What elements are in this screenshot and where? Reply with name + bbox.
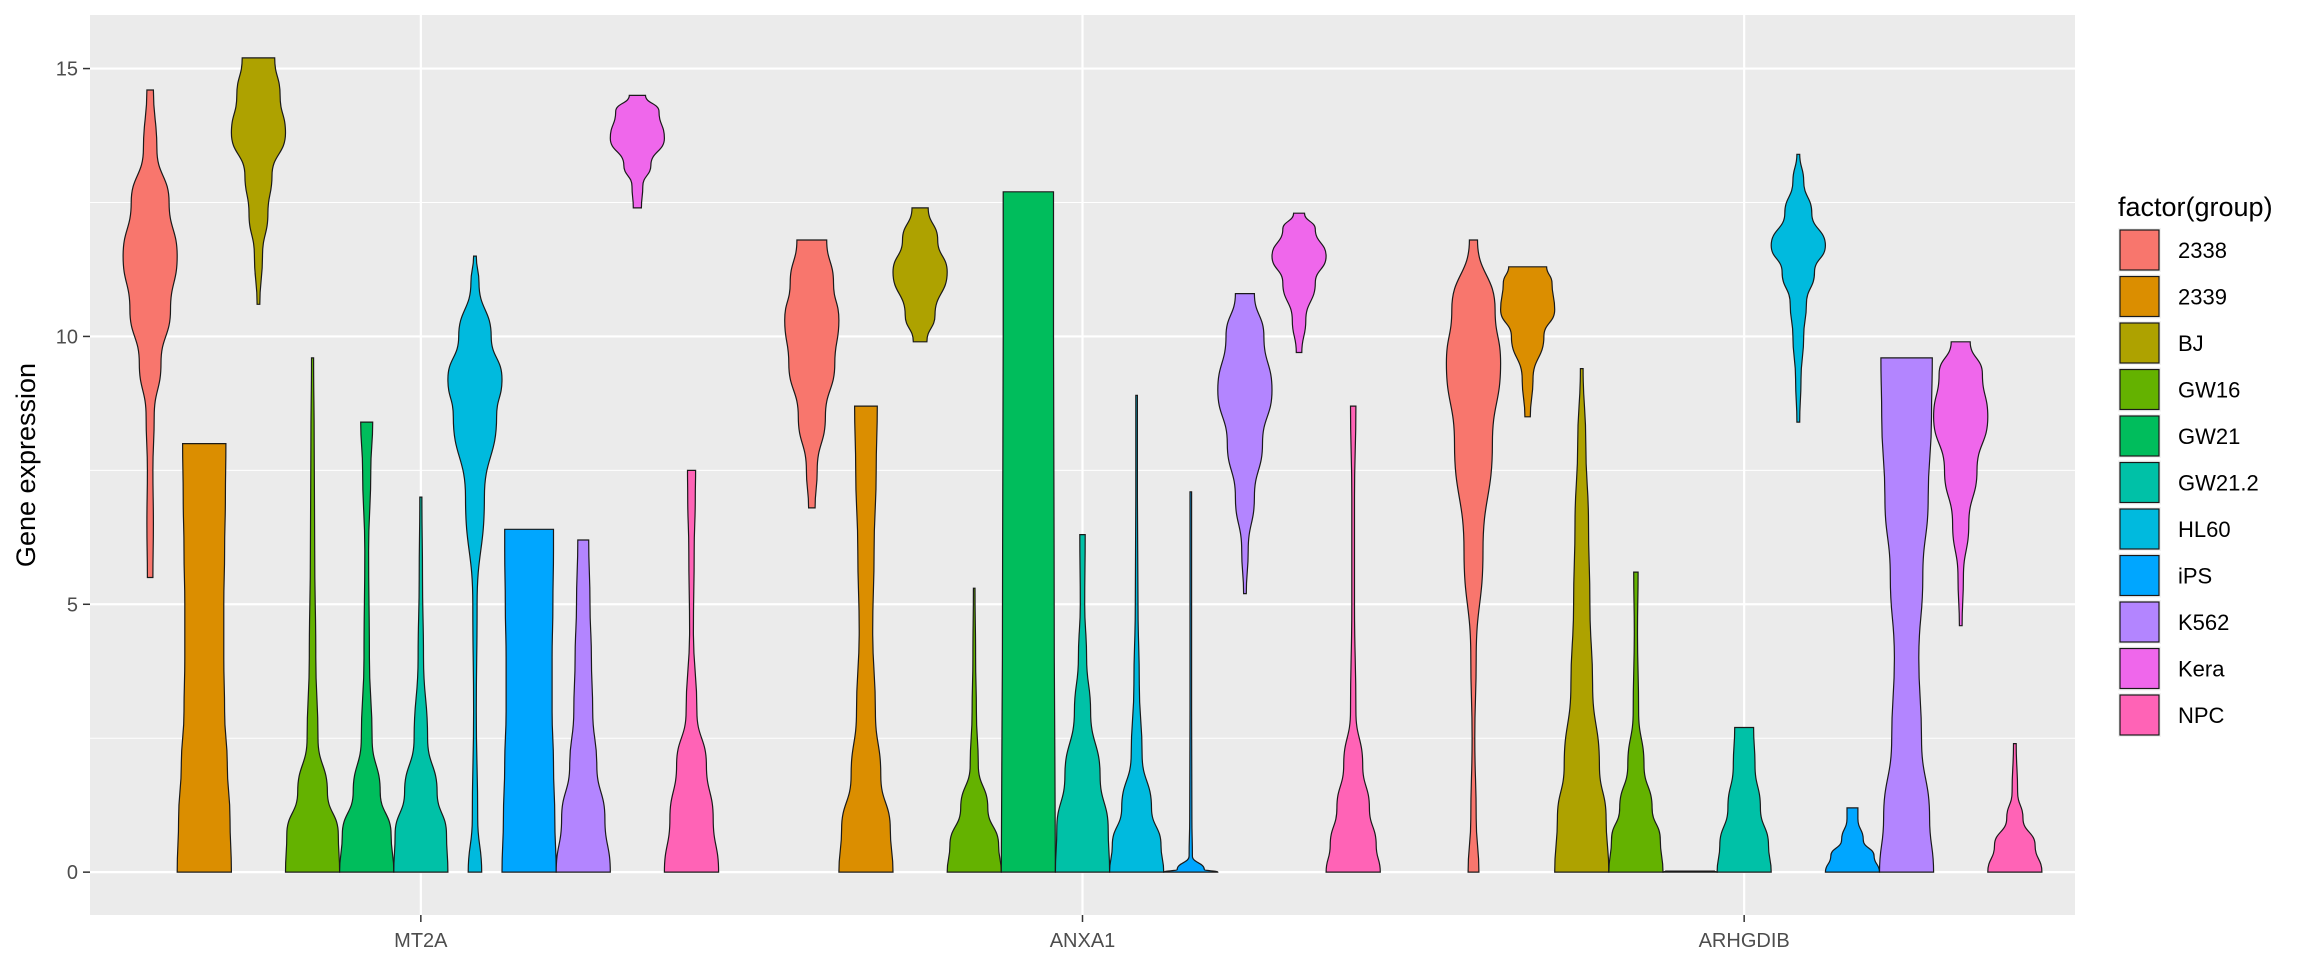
violin-MT2A-iPS xyxy=(501,528,557,873)
violin-MT2A-K562 xyxy=(555,539,611,873)
violin-MT2A-2339 xyxy=(176,443,233,873)
violin-MT2A-BJ xyxy=(230,57,287,305)
violin-ANXA1-GW16 xyxy=(946,587,1002,873)
violin-ARHGDIB-2339 xyxy=(1499,266,1556,418)
violin-ANXA1-BJ xyxy=(892,207,948,343)
legend-swatch-Kera xyxy=(2119,647,2160,690)
violin-MT2A-GW21 xyxy=(338,421,395,873)
legend-swatch-GW21 xyxy=(2119,415,2160,457)
y-tick-label: 0 xyxy=(67,862,78,884)
legend-label: GW21.2 xyxy=(2178,471,2259,496)
x-tick-label: ARHGDIB xyxy=(1699,930,1790,952)
violin-ARHGDIB-2338 xyxy=(1445,239,1502,873)
legend-swatch-iPS xyxy=(2119,554,2160,597)
legend-swatch-2339 xyxy=(2119,275,2160,318)
y-tick-label: 10 xyxy=(56,326,78,348)
violin-ARHGDIB-BJ xyxy=(1554,368,1610,873)
legend-label: GW16 xyxy=(2178,378,2240,403)
legend-title: factor(group) xyxy=(2118,192,2273,222)
violin-ANXA1-iPS xyxy=(1163,491,1219,873)
violin-ANXA1-GW21.2 xyxy=(1054,534,1111,873)
violin-MT2A-NPC xyxy=(663,469,720,873)
violin-ANXA1-2339 xyxy=(838,405,894,873)
y-axis: 0 5 10 15 xyxy=(56,59,90,884)
violin-ANXA1-K562 xyxy=(1217,293,1273,595)
legend-label: HL60 xyxy=(2178,517,2231,542)
x-tick-label: ANXA1 xyxy=(1050,930,1116,952)
violin-MT2A-GW21.2 xyxy=(393,496,449,873)
violin-ARHGDIB-GW21 xyxy=(1662,870,1718,873)
violin-ARHGDIB-GW16 xyxy=(1608,571,1664,873)
violin-ARHGDIB-Kera xyxy=(1932,341,1989,627)
legend-label: K562 xyxy=(2178,610,2229,635)
violin-ANXA1-2338 xyxy=(784,239,840,509)
violin-ANXA1-Kera xyxy=(1271,212,1327,354)
x-tick-label: MT2A xyxy=(394,930,448,952)
violins xyxy=(122,57,2043,873)
violin-MT2A-Kera xyxy=(609,94,666,209)
legend-swatch-GW16 xyxy=(2119,368,2160,411)
legend-swatch-BJ xyxy=(2119,322,2160,364)
violin-ARHGDIB-NPC xyxy=(1987,743,2043,873)
legend-swatch-2338 xyxy=(2119,229,2160,271)
y-tick-label: 15 xyxy=(56,59,78,81)
legend-swatch-GW21.2 xyxy=(2119,461,2160,504)
violin-ARHGDIB-iPS xyxy=(1824,807,1881,873)
violin-ARHGDIB-GW21.2 xyxy=(1716,726,1772,873)
legend: factor(group) 2338 2339 BJ GW16 GW21 GW21.2 HL… xyxy=(2118,192,2273,737)
violin-MT2A-GW16 xyxy=(284,357,341,873)
y-axis-title: Gene expression xyxy=(11,363,41,567)
legend-label: BJ xyxy=(2178,331,2204,356)
violin-ANXA1-GW21 xyxy=(1000,191,1057,873)
legend-label: 2338 xyxy=(2178,238,2227,263)
violin-ANXA1-NPC xyxy=(1325,405,1381,873)
legend-label: iPS xyxy=(2178,564,2212,589)
legend-label: GW21 xyxy=(2178,424,2240,449)
violin-ARHGDIB-K562 xyxy=(1878,357,1935,873)
y-tick-label: 5 xyxy=(67,594,78,616)
legend-label: Kera xyxy=(2178,657,2225,682)
x-axis: MT2A ANXA1 ARHGDIB xyxy=(394,915,1790,952)
legend-swatch-K562 xyxy=(2119,601,2160,643)
legend-swatch-NPC xyxy=(2119,694,2160,736)
violin-MT2A-HL60 xyxy=(447,255,503,873)
violin-ARHGDIB-HL60 xyxy=(1770,153,1827,423)
violin-ANXA1-HL60 xyxy=(1108,394,1165,873)
legend-label: 2339 xyxy=(2178,285,2227,310)
violin-MT2A-2338 xyxy=(122,89,178,579)
legend-swatch-HL60 xyxy=(2119,508,2160,550)
legend-label: NPC xyxy=(2178,703,2225,728)
